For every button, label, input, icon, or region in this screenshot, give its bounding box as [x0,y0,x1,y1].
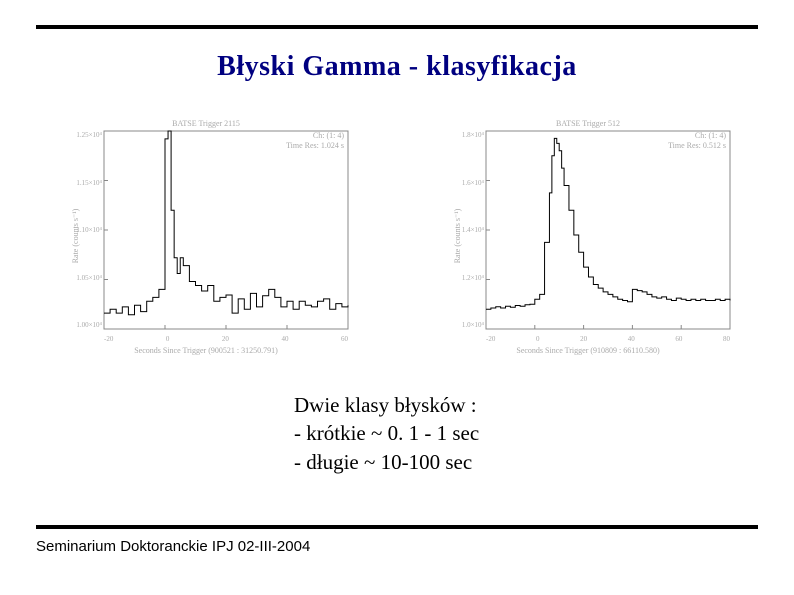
page-title: Błyski Gamma - klasyfikacja [36,51,758,83]
body-line-1: Dwie klasy błysków : [294,391,758,419]
chart-right-xticks: -20 0 20 40 60 80 [486,335,730,343]
ytick: 1.4×10⁴ [450,226,484,234]
chart-left: BATSE Trigger 2115 Ch: (1: 4) Time Res: … [56,121,356,351]
bottom-rule [36,525,758,529]
ytick: 1.15×10⁴ [68,179,102,187]
charts-row: BATSE Trigger 2115 Ch: (1: 4) Time Res: … [36,121,758,351]
chart-right: BATSE Trigger 512 Ch: (1: 4) Time Res: 0… [438,121,738,351]
ytick: 1.00×10⁴ [68,321,102,329]
xtick: 20 [222,335,229,343]
top-rule [36,25,758,29]
ytick: 1.6×10⁴ [450,179,484,187]
body-line-3: - długie ~ 10-100 sec [294,448,758,476]
chart-left-title: BATSE Trigger 2115 [172,119,240,128]
xtick: 80 [723,335,730,343]
body-line-2: - krótkie ~ 0. 1 - 1 sec [294,419,758,447]
xtick: -20 [104,335,113,343]
xtick: 20 [580,335,587,343]
ytick: 1.10×10⁴ [68,226,102,234]
xtick: 40 [281,335,288,343]
ytick: 1.8×10⁴ [450,131,484,139]
ytick: 1.25×10⁴ [68,131,102,139]
xtick: 40 [628,335,635,343]
chart-right-xlabel: Seconds Since Trigger (910809 : 66110.58… [516,346,659,355]
xtick: 60 [341,335,348,343]
chart-left-xticks: -20 0 20 40 60 [104,335,348,343]
chart-right-title: BATSE Trigger 512 [556,119,620,128]
chart-right-meta-1: Ch: (1: 4) [668,131,726,141]
chart-right-meta-2: Time Res: 0.512 s [668,141,726,151]
chart-right-yticks: 1.8×10⁴ 1.6×10⁴ 1.4×10⁴ 1.2×10⁴ 1.0×10⁴ [450,131,484,329]
chart-left-meta-1: Ch: (1: 4) [286,131,344,141]
xtick: -20 [486,335,495,343]
body-text: Dwie klasy błysków : - krótkie ~ 0. 1 - … [294,391,758,476]
xtick: 0 [166,335,170,343]
ytick: 1.2×10⁴ [450,274,484,282]
chart-left-yticks: 1.25×10⁴ 1.15×10⁴ 1.10×10⁴ 1.05×10⁴ 1.00… [68,131,102,329]
chart-left-meta: Ch: (1: 4) Time Res: 1.024 s [286,131,344,150]
chart-left-xlabel: Seconds Since Trigger (900521 : 31250.79… [134,346,278,355]
xtick: 0 [536,335,540,343]
chart-right-meta: Ch: (1: 4) Time Res: 0.512 s [668,131,726,150]
xtick: 60 [675,335,682,343]
chart-left-meta-2: Time Res: 1.024 s [286,141,344,151]
footer-text: Seminarium Doktoranckie IPJ 02-III-2004 [36,538,310,555]
ytick: 1.0×10⁴ [450,321,484,329]
ytick: 1.05×10⁴ [68,274,102,282]
